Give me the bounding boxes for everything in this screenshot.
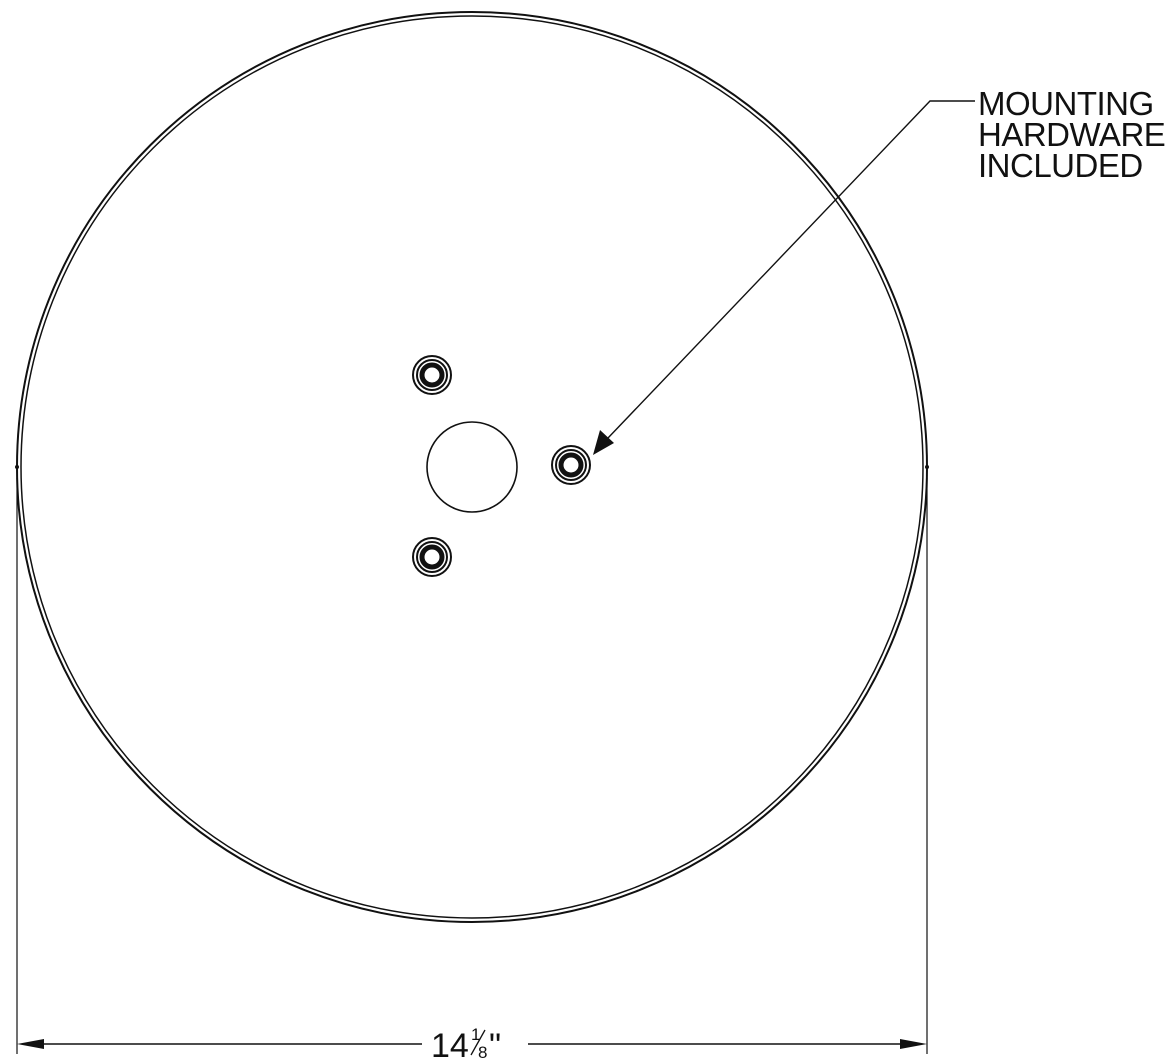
dimension-arrow-left <box>17 1039 44 1049</box>
center-hole <box>426 421 518 513</box>
edge-marks <box>15 465 929 469</box>
callout-line-1: MOUNTING <box>978 85 1154 122</box>
dimension-arrow-right <box>900 1039 927 1049</box>
dimension-whole: 14 <box>431 1027 469 1061</box>
callout-arrowhead <box>593 430 614 455</box>
mounting-nut-bottom <box>412 537 452 577</box>
dimension-label: 14 1 8 " <box>431 1025 501 1061</box>
disc-outline <box>16 11 928 923</box>
dimension-numerator: 1 <box>471 1025 480 1044</box>
mounting-nut-top <box>412 355 452 395</box>
mounting-nut-right <box>551 445 591 485</box>
extension-lines <box>16 478 928 1054</box>
callout-line-2: HARDWARE <box>978 116 1165 153</box>
dimension-denominator: 8 <box>478 1043 487 1061</box>
dimension-unit: " <box>489 1027 501 1061</box>
callout-leader <box>607 100 975 439</box>
callout-label: MOUNTING HARDWARE INCLUDED <box>978 85 1166 184</box>
callout-line-3: INCLUDED <box>978 147 1143 184</box>
